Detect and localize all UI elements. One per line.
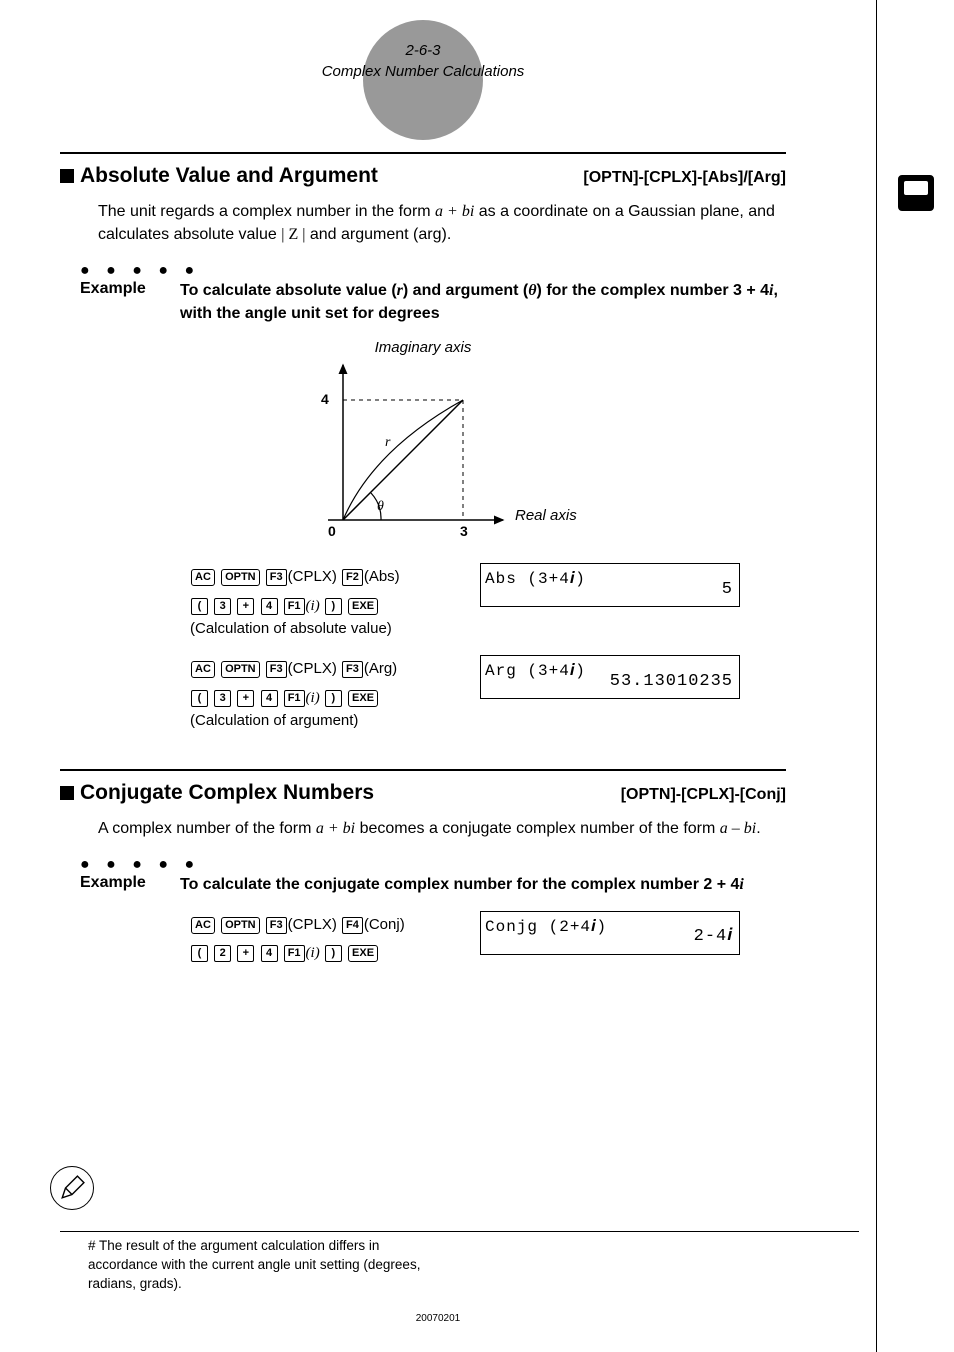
page-footer-code: 20070201 xyxy=(0,1313,876,1324)
section-absolute-value: Absolute Value and Argument [OPTN]-[CPLX… xyxy=(60,152,786,729)
keystrokes-conj: AC OPTN F3(CPLX) F4(Conj) ( 2 + 4 F1(i) … xyxy=(190,911,480,968)
section-conjugate: Conjugate Complex Numbers [OPTN]-[CPLX]-… xyxy=(60,769,786,968)
section-intro: A complex number of the form a + bi beco… xyxy=(98,817,786,840)
page-ref: 2-6-3 xyxy=(405,42,440,59)
example-label: Example xyxy=(80,874,180,896)
section-intro: The unit regards a complex number in the… xyxy=(98,200,786,246)
keystrokes-abs: AC OPTN F3(CPLX) F2(Abs) ( 3 + 4 F1(i) )… xyxy=(190,563,480,620)
footnote-rule xyxy=(60,1231,859,1232)
menu-path: [OPTN]-[CPLX]-[Abs]/[Arg] xyxy=(583,169,786,187)
calculator-tab-icon xyxy=(898,175,934,211)
svg-text:r: r xyxy=(385,435,391,450)
gaussian-plane-graph: Imaginary axis 4 xyxy=(60,339,786,545)
example-dots: ● ● ● ● ● xyxy=(80,262,786,280)
svg-text:θ: θ xyxy=(377,499,384,514)
page-tab-border xyxy=(876,0,954,1352)
svg-text:Real axis: Real axis xyxy=(515,507,577,524)
section-title: Absolute Value and Argument xyxy=(60,164,378,188)
page-subtitle: Complex Number Calculations xyxy=(322,63,525,80)
footnote-text: # The result of the argument calculation… xyxy=(88,1237,428,1294)
page-header: 2-6-3 Complex Number Calculations xyxy=(60,40,786,82)
example-dots: ● ● ● ● ● xyxy=(80,856,786,874)
caption-abs: (Calculation of absolute value) xyxy=(190,620,786,637)
section-title: Conjugate Complex Numbers xyxy=(60,781,374,805)
pencil-note-icon xyxy=(50,1166,94,1210)
example-label: Example xyxy=(80,280,180,325)
menu-path: [OPTN]-[CPLX]-[Conj] xyxy=(621,786,786,804)
lcd-conj-result: Conjg (2+4𝒊) 2-4𝒊 xyxy=(480,911,740,955)
keystrokes-arg: AC OPTN F3(CPLX) F3(Arg) ( 3 + 4 F1(i) )… xyxy=(190,655,480,712)
lcd-abs-result: Abs (3+4𝒊) 5 xyxy=(480,563,740,607)
caption-arg: (Calculation of argument) xyxy=(190,712,786,729)
svg-text:3: 3 xyxy=(460,523,468,539)
svg-text:4: 4 xyxy=(321,391,329,407)
example-text: To calculate the conjugate complex numbe… xyxy=(180,874,744,896)
svg-text:0: 0 xyxy=(328,523,336,539)
example-text: To calculate absolute value (r) and argu… xyxy=(180,280,786,325)
lcd-arg-result: Arg (3+4𝒊) 53.13010235 xyxy=(480,655,740,699)
